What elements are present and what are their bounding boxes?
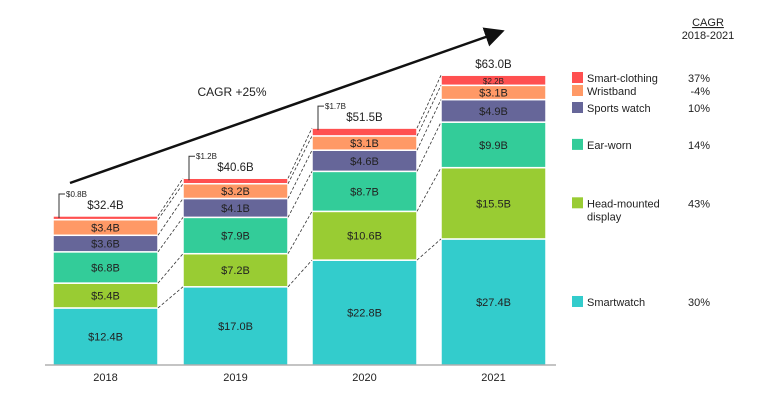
- bar-segment-ear-worn: [182, 216, 289, 255]
- legend-cagr: -4%: [690, 86, 710, 98]
- callout-line: [58, 193, 65, 218]
- data-label: $3.1B: [350, 138, 379, 150]
- x-tick-label: 2019: [223, 372, 247, 384]
- data-label: $7.9B: [221, 231, 250, 243]
- data-label: $3.1B: [479, 87, 508, 99]
- data-label: $1.7B: [325, 102, 346, 111]
- x-tick-label: 2020: [352, 372, 376, 384]
- data-label: $22.8B: [347, 308, 382, 320]
- legend-label: Wristband: [587, 86, 636, 98]
- connector-line: [416, 121, 442, 172]
- legend-label: Smart-clothing: [587, 73, 658, 85]
- connector-line: [157, 183, 184, 220]
- bar-segment-smart-clothing: [182, 177, 289, 185]
- cagr-header: CAGR: [692, 17, 724, 29]
- bar-segment-head-mounted-display: [52, 282, 159, 309]
- connector-line: [287, 211, 313, 254]
- connector-line: [287, 135, 313, 184]
- connector-line: [157, 217, 184, 253]
- legend-swatch: [572, 138, 583, 150]
- total-label: $40.6B: [217, 162, 254, 174]
- bar-segment-head-mounted-display: [182, 252, 289, 288]
- connector-line: [287, 127, 313, 179]
- legend-label: Head-mounted: [587, 198, 660, 210]
- data-label: $12.4B: [88, 331, 123, 343]
- legend-cagr: 10%: [688, 103, 710, 115]
- connector-line: [416, 167, 442, 212]
- data-label: $10.6B: [347, 231, 382, 243]
- bar-segment-smartwatch: [311, 259, 418, 366]
- connector-line: [416, 238, 442, 261]
- legend-swatch: [572, 72, 583, 83]
- legend-label: Sports watch: [587, 103, 651, 115]
- legend-label: Smartwatch: [587, 297, 645, 309]
- data-label: $0.8B: [66, 190, 87, 199]
- legend-label: display: [587, 211, 622, 223]
- bar-segment-smartwatch: [52, 307, 159, 366]
- data-label: $4.1B: [221, 203, 250, 215]
- data-label: $3.2B: [221, 186, 250, 198]
- connector-line: [416, 99, 442, 151]
- bar-segment-head-mounted-display: [311, 210, 418, 261]
- callout-line: [188, 155, 195, 181]
- total-label: $51.5B: [346, 112, 383, 124]
- connector-line: [416, 85, 442, 137]
- connector-line: [287, 150, 313, 199]
- data-label: $1.2B: [196, 152, 217, 161]
- data-label: $4.6B: [350, 156, 379, 168]
- legend-swatch: [572, 102, 583, 113]
- legend-cagr: 37%: [688, 73, 710, 85]
- bar-segment-head-mounted-display: [440, 166, 547, 240]
- data-label: $8.7B: [350, 186, 379, 198]
- legend-swatch: [572, 295, 583, 307]
- data-label: $9.9B: [479, 140, 508, 152]
- total-label: $32.4B: [87, 200, 124, 212]
- legend-label: Ear-worn: [587, 140, 632, 152]
- data-label: $4.9B: [479, 106, 508, 118]
- total-label: $63.0B: [475, 59, 512, 71]
- bar-segment-smart-clothing: [311, 127, 418, 137]
- connector-line: [157, 198, 184, 236]
- x-tick-label: 2021: [481, 372, 505, 384]
- bar-segment-smartwatch: [440, 238, 547, 366]
- x-tick-label: 2018: [93, 372, 117, 384]
- data-label: $15.5B: [476, 198, 511, 210]
- bar-segment-smart-clothing: [440, 74, 547, 87]
- cagr-arrow: [69, 27, 505, 185]
- connector-line: [157, 253, 184, 284]
- legend-swatch: [572, 197, 583, 209]
- connector-line: [287, 171, 313, 218]
- data-label: $2.2B: [483, 77, 504, 86]
- data-label: $7.2B: [221, 265, 250, 277]
- data-label: $3.6B: [91, 239, 120, 251]
- bar-segment-ear-worn: [440, 121, 547, 169]
- callout-line: [317, 105, 324, 131]
- data-label: $3.4B: [91, 222, 120, 234]
- connector-line: [157, 286, 184, 309]
- connector-line: [157, 178, 184, 217]
- data-label: $6.8B: [91, 262, 120, 274]
- cagr-annotation: CAGR +25%: [197, 85, 266, 99]
- connector-line: [416, 75, 442, 129]
- legend-cagr: 30%: [688, 297, 710, 309]
- legend-cagr: 43%: [688, 198, 710, 210]
- data-label: $5.4B: [91, 291, 120, 303]
- data-label: $27.4B: [476, 297, 511, 309]
- cagr-period: 2018-2021: [682, 30, 735, 42]
- connector-line: [287, 259, 313, 288]
- legend-cagr: 14%: [688, 140, 710, 152]
- bar-segment-smart-clothing: [52, 215, 159, 221]
- data-label: $17.0B: [218, 321, 253, 333]
- legend-swatch: [572, 85, 583, 96]
